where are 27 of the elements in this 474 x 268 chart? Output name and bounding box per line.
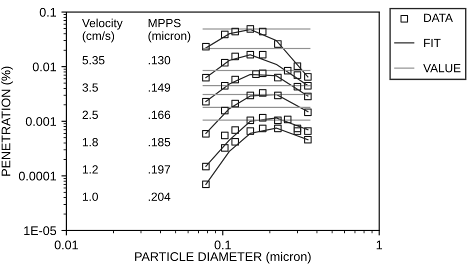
annotation: 1.0: [82, 192, 98, 201]
annotation: MPPS (micron): [148, 18, 190, 42]
y-tick-label: 0.001: [26, 117, 56, 126]
x-tick-label: 1: [376, 240, 382, 250]
y-tick-label: 1E-05: [24, 226, 56, 236]
x-tick-label: 0.1: [214, 240, 231, 250]
legend-label: FIT: [424, 38, 441, 48]
legend-label: DATA: [424, 14, 453, 22]
annotation: .185: [148, 138, 170, 146]
annotation: 1.2: [82, 165, 98, 174]
annotation: 3.5: [82, 83, 98, 92]
y-tick-label: 0.0001: [18, 172, 56, 181]
annotation: 1.8: [82, 138, 98, 146]
annotation: .130: [148, 56, 170, 64]
annotation: .197: [148, 165, 170, 174]
y-axis-title: PENETRATION (%): [1, 66, 13, 176]
annotation: .149: [148, 83, 170, 92]
y-tick-label: 0.01: [32, 62, 56, 72]
x-tick-label: 0.01: [54, 240, 78, 250]
annotation: .166: [148, 110, 170, 120]
annotation: Velocity (cm/s): [82, 18, 123, 42]
annotation: 2.5: [82, 110, 98, 120]
annotation: .204: [148, 192, 170, 201]
y-tick-label: 0.1: [40, 8, 56, 17]
annotation: 5.35: [82, 56, 104, 64]
x-axis-title: PARTICLE DIAMETER (micron): [135, 252, 311, 264]
legend-label: VALUE: [423, 64, 460, 72]
